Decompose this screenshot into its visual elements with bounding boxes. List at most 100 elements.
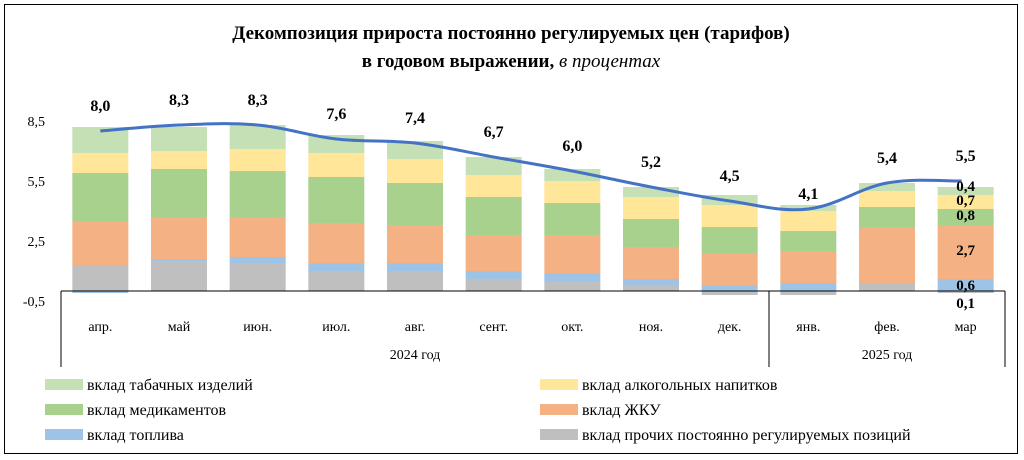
bar-segment bbox=[701, 205, 758, 227]
bar-segment bbox=[387, 159, 443, 183]
y-tick-label: -0,5 bbox=[23, 295, 45, 310]
legend-swatch bbox=[45, 379, 83, 390]
x-tick-label: сент. bbox=[479, 320, 508, 335]
bar-segment bbox=[72, 221, 129, 265]
bar-segment bbox=[387, 183, 443, 225]
y-tick-label: 5,5 bbox=[28, 175, 46, 190]
segment-label: 0,7 bbox=[956, 193, 975, 209]
segment-label: 2,7 bbox=[956, 243, 975, 259]
bar-segment bbox=[544, 281, 601, 291]
year-group-label: 2024 год bbox=[390, 348, 441, 363]
segment-label: 0,6 bbox=[956, 278, 975, 294]
chart-title-italic: в процентах bbox=[559, 51, 661, 72]
segment-label: 0,8 bbox=[956, 208, 975, 224]
legend-swatch bbox=[45, 429, 83, 440]
bar-segment bbox=[937, 291, 994, 293]
x-tick-label: июл. bbox=[322, 320, 350, 335]
bar-segment bbox=[308, 153, 365, 177]
bar-segment bbox=[72, 153, 129, 173]
bar-segment bbox=[308, 263, 365, 271]
bar-segment bbox=[701, 291, 758, 295]
total-label: 4,1 bbox=[798, 186, 818, 203]
total-label: 6,7 bbox=[484, 124, 504, 141]
bar-segment bbox=[465, 197, 522, 235]
bar-segment bbox=[780, 251, 837, 283]
x-tick-label: окт. bbox=[561, 320, 583, 335]
legend-label: вклад ЖКУ bbox=[582, 402, 661, 419]
chart-title-line2: в годовом выражении, в процентах bbox=[362, 51, 661, 72]
bar-segment bbox=[151, 217, 207, 259]
y-tick-label: 8,5 bbox=[28, 115, 46, 130]
legend-label: вклад табачных изделий bbox=[87, 377, 253, 394]
bar-segment bbox=[701, 227, 758, 253]
bar-segment bbox=[780, 211, 837, 231]
total-label: 5,4 bbox=[877, 150, 897, 167]
bar-segment bbox=[780, 283, 837, 291]
bar-segment bbox=[859, 191, 915, 207]
x-tick-label: мар bbox=[955, 320, 977, 335]
bar-segment bbox=[72, 291, 129, 293]
bar-segment bbox=[780, 231, 837, 251]
bar-segment bbox=[151, 169, 207, 217]
x-tick-label: фев. bbox=[874, 320, 899, 335]
year-group-label: 2025 год bbox=[862, 348, 913, 363]
bar-segment bbox=[387, 271, 443, 291]
total-label: 4,5 bbox=[720, 168, 740, 185]
bar-segment bbox=[72, 173, 129, 221]
bar-segment bbox=[859, 283, 915, 291]
legend-swatch bbox=[540, 379, 578, 390]
chart-container: Декомпозиция прироста постоянно регулиру… bbox=[4, 4, 1018, 454]
legend: вклад табачных изделий вклад алкогольных … bbox=[45, 377, 911, 444]
chart-title-bold: в годовом выражении, bbox=[362, 51, 555, 72]
bar-segment bbox=[623, 279, 679, 285]
bar-segment bbox=[623, 285, 679, 291]
legend-label: вклад топлива bbox=[87, 427, 184, 444]
bar-segment bbox=[465, 235, 522, 271]
bar-segment bbox=[308, 177, 365, 223]
total-label: 8,3 bbox=[248, 92, 268, 109]
data-labels: 8,0 8,3 8,3 7,6 7,4 6,7 6,0 5,2 4,5 4,1 5,4 5,5 0,1 0… bbox=[90, 92, 975, 312]
bar-segment bbox=[308, 271, 365, 291]
bar-segment bbox=[229, 263, 286, 291]
bar-segment bbox=[72, 127, 129, 153]
legend-label: вклад медикаментов bbox=[87, 402, 226, 419]
legend-swatch bbox=[540, 429, 578, 440]
x-tick-label: авг. bbox=[405, 320, 426, 335]
chart-svg: Декомпозиция прироста постоянно регулиру… bbox=[23, 23, 1006, 444]
total-series-line bbox=[100, 122, 962, 212]
bar-segment bbox=[465, 157, 522, 175]
bar-segment bbox=[544, 235, 601, 273]
bar-segment bbox=[465, 271, 522, 279]
y-tick-label: 2,5 bbox=[28, 235, 46, 250]
bar-segment bbox=[859, 183, 915, 191]
bar-segment bbox=[701, 285, 758, 291]
bar-segment bbox=[623, 247, 679, 279]
bar-segment bbox=[544, 203, 601, 235]
stacked-bars bbox=[72, 125, 994, 295]
bar-segment bbox=[937, 209, 994, 225]
legend-label: вклад алкогольных напитков bbox=[582, 377, 778, 394]
bar-segment bbox=[308, 223, 365, 263]
bar-segment bbox=[465, 279, 522, 291]
bar-segment bbox=[701, 253, 758, 285]
x-axis: апр. май июн. июл. авг. сент. окт. ноя. дек. янв.… bbox=[60, 290, 1006, 367]
x-tick-label: ноя. bbox=[639, 320, 663, 335]
bar-segment bbox=[623, 219, 679, 247]
legend-swatch bbox=[540, 404, 578, 415]
bar-segment bbox=[465, 175, 522, 197]
bar-segment bbox=[544, 181, 601, 203]
bar-segment bbox=[859, 227, 915, 283]
x-tick-label: май bbox=[168, 320, 191, 335]
x-tick-label: апр. bbox=[88, 320, 112, 335]
legend-swatch bbox=[45, 404, 83, 415]
total-label: 8,0 bbox=[90, 98, 110, 115]
bar-segment bbox=[72, 265, 129, 291]
bar-segment bbox=[544, 169, 601, 181]
total-line bbox=[100, 122, 962, 212]
total-label: 8,3 bbox=[169, 92, 189, 109]
total-label: 7,6 bbox=[326, 106, 346, 123]
x-tick-label: дек. bbox=[718, 320, 742, 335]
bar-segment bbox=[937, 195, 994, 209]
total-label: 6,0 bbox=[562, 138, 582, 155]
bar-segment bbox=[937, 279, 994, 291]
